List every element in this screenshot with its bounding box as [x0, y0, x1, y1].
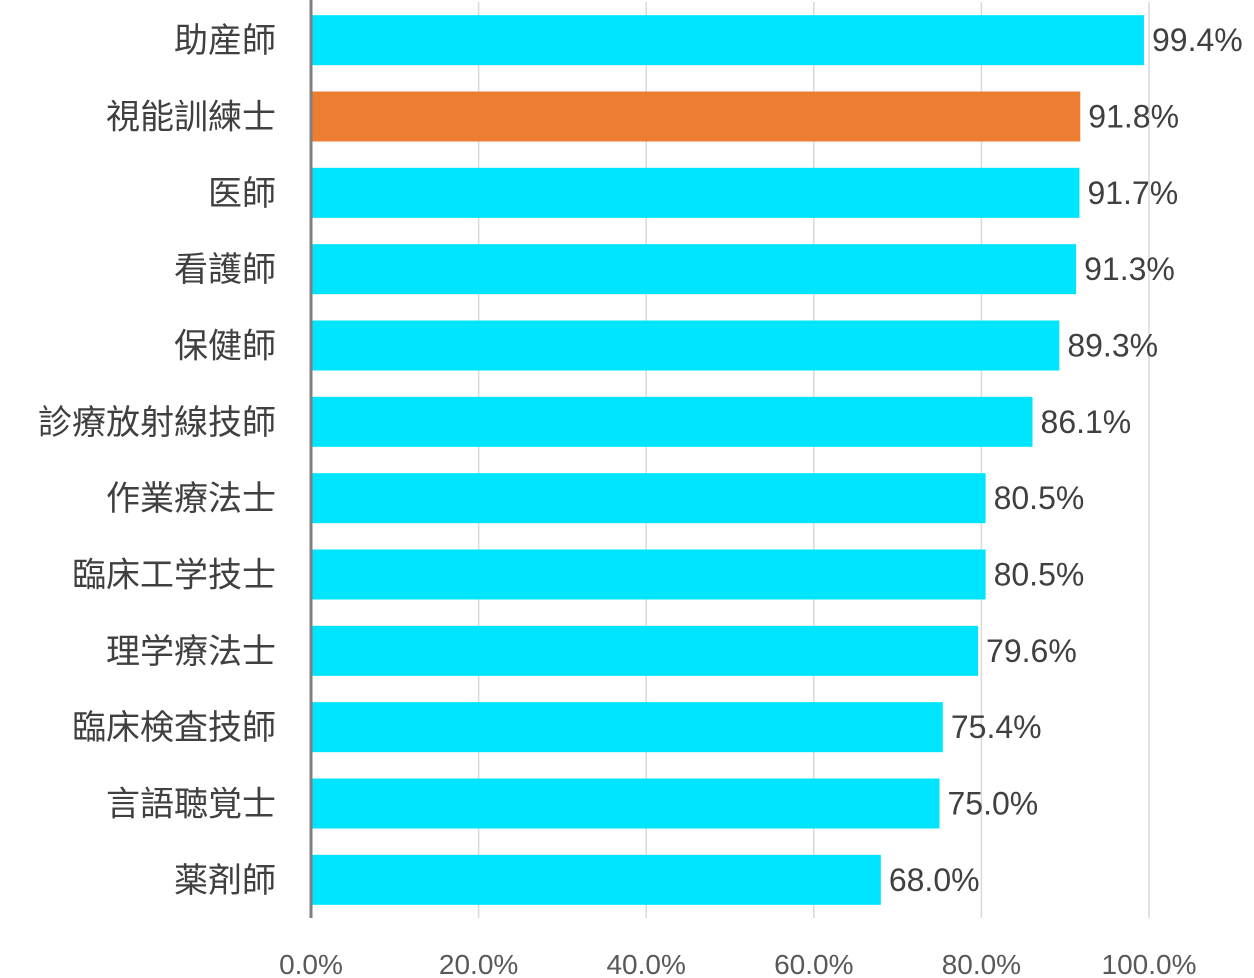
- bar: [311, 91, 1081, 142]
- category-label: 看護師: [174, 250, 276, 290]
- category-label: 臨床検査技師: [72, 708, 276, 748]
- data-label: 80.5%: [994, 557, 1085, 593]
- x-tick-label: 100.0%: [1102, 949, 1197, 978]
- bar: [311, 778, 940, 829]
- grid-layer: [477, 2, 1150, 918]
- bars-layer: [311, 15, 1144, 905]
- category-label: 作業療法士: [106, 479, 276, 519]
- bar: [311, 473, 986, 524]
- data-label: 91.8%: [1088, 99, 1179, 135]
- data-label: 89.3%: [1067, 328, 1158, 364]
- axis-layer: 0.0% 20.0% 40.0% 60.0% 80.0% 100.0%: [279, 0, 1196, 978]
- category-label: 保健師: [174, 327, 276, 367]
- data-label: 80.5%: [994, 480, 1085, 516]
- x-tick-label: 20.0%: [439, 949, 518, 978]
- category-label: 助産師: [174, 21, 276, 61]
- category-label: 理学療法士: [106, 632, 276, 672]
- data-label: 79.6%: [986, 633, 1077, 669]
- x-tick-label: 60.0%: [774, 949, 853, 978]
- bar: [311, 702, 943, 753]
- bar: [311, 396, 1033, 447]
- labels-layer: 助産師 99.4% 視能訓練士 91.8% 医師 91.7% 看護師 91.3% 保健師 89.3…: [38, 21, 1243, 901]
- bar: [311, 549, 986, 600]
- x-tick-label: 80.0%: [942, 949, 1021, 978]
- data-label: 75.0%: [948, 786, 1039, 822]
- category-label: 臨床工学技士: [72, 556, 276, 596]
- category-label: 診療放射線技師: [38, 403, 276, 443]
- bar: [311, 244, 1077, 295]
- x-tick-label: 40.0%: [606, 949, 685, 978]
- category-label: 医師: [208, 174, 276, 214]
- data-label: 68.0%: [889, 862, 980, 898]
- data-label: 75.4%: [951, 709, 1042, 745]
- bar: [311, 625, 979, 676]
- data-label: 91.3%: [1084, 251, 1175, 287]
- bar: [311, 15, 1144, 66]
- category-label: 薬剤師: [174, 861, 276, 901]
- bar: [311, 854, 881, 905]
- data-label: 91.7%: [1087, 175, 1178, 211]
- category-label: 視能訓練士: [106, 98, 276, 138]
- data-label: 99.4%: [1152, 22, 1243, 58]
- bar: [311, 320, 1060, 371]
- bar: [311, 167, 1080, 218]
- x-tick-label: 0.0%: [279, 949, 343, 978]
- data-label: 86.1%: [1041, 404, 1132, 440]
- category-label: 言語聴覚士: [106, 785, 276, 825]
